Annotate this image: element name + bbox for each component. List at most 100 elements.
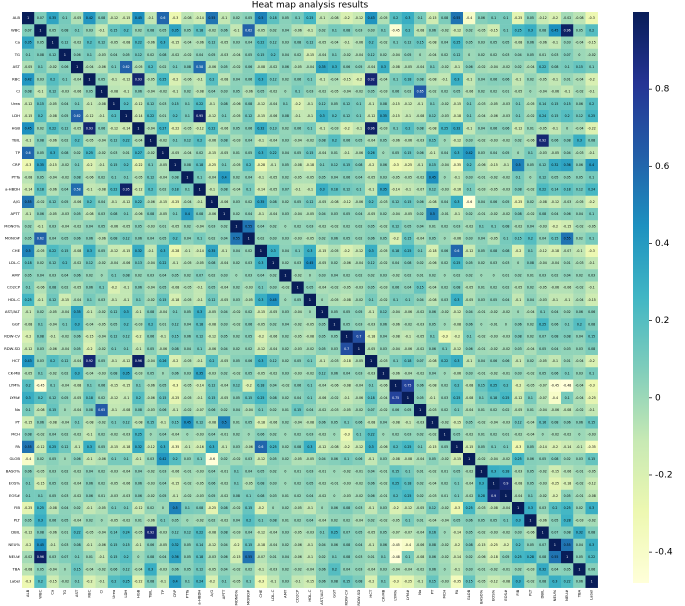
cell-label: -0.15 (110, 445, 118, 449)
heat-cell (475, 24, 488, 37)
cell-label: 0.3 (491, 469, 496, 473)
heat-cell (95, 36, 108, 49)
heat-cell (401, 24, 415, 37)
cell-label: -0.12 (453, 347, 461, 351)
cell-label: 0.04 (233, 77, 240, 81)
cell-label: 0.05 (380, 531, 387, 535)
cell-label: -0.05 (379, 249, 387, 253)
cell-label: -0.25 (208, 506, 216, 510)
cell-label: -0.12 (110, 126, 118, 130)
cell-label: -0.3 (258, 580, 264, 584)
heat-cell (156, 12, 170, 25)
cell-label: 0.22 (135, 200, 142, 204)
cell-label: -0.04 (171, 433, 179, 437)
cell-label: -0.06 (477, 163, 485, 167)
cell-label: -0.12 (147, 445, 155, 449)
cell-label: -0.2 (503, 543, 509, 547)
cell-label: -0.06 (98, 457, 106, 461)
cell-label: -0.18 (490, 555, 498, 559)
cell-label: -0.01 (477, 347, 485, 351)
cell-label: -0.04 (379, 77, 387, 81)
cell-label: 0.12 (539, 175, 546, 179)
cell-label: 0.05 (502, 151, 509, 155)
cell-label: -0.02 (526, 114, 534, 118)
cell-label: -0.03 (61, 212, 69, 216)
colorbar-tick-label: -0.2 (655, 470, 673, 480)
cell-label: -0.03 (367, 371, 375, 375)
cell-label: -0.04 (98, 531, 106, 535)
cell-label: 0 (101, 273, 103, 277)
cell-label: -0.03 (110, 494, 118, 498)
cell-label: -0.04 (367, 65, 375, 69)
cell-label: -0.05 (220, 151, 228, 155)
cell-label: -0.02 (465, 224, 473, 228)
cell-label: -0.1 (172, 261, 178, 265)
heat-cell (450, 24, 464, 37)
heat-cell (181, 48, 194, 62)
cell-label: 0.12 (404, 41, 411, 45)
cell-label: -0.02 (98, 347, 106, 351)
cell-label: -0.05 (49, 310, 57, 314)
cell-label: -0.1 (99, 163, 105, 167)
cell-label: 0.15 (159, 396, 166, 400)
cell-label: 0.05 (159, 286, 166, 290)
cell-label: 0.1 (565, 322, 570, 326)
heat-cell (389, 73, 402, 86)
cell-label: 0.08 (490, 249, 497, 253)
cell-label: -0.04 (392, 347, 400, 351)
cell-label: -0.2 (344, 249, 350, 253)
cell-label: -0.07 (196, 408, 204, 412)
heat-cell (414, 24, 427, 37)
cell-label: 0.04 (61, 273, 68, 277)
cell-label: -0.2 (552, 16, 558, 20)
cell-label: -0.04 (575, 359, 583, 363)
cell-label: 0.12 (576, 114, 583, 118)
y-tick-label: HCT (12, 358, 21, 363)
cell-label: 0.08 (257, 494, 264, 498)
cell-label: -0.22 (134, 580, 142, 584)
heat-cell (120, 97, 133, 111)
cell-label: -0.1 (454, 212, 460, 216)
cell-label: -0.1 (99, 28, 105, 32)
cell-label: -0.05 (526, 384, 534, 388)
cell-label: 0.1 (111, 347, 116, 351)
cell-label: -0.1 (405, 420, 411, 424)
cell-label: -0.03 (502, 102, 510, 106)
cell-label: -0.02 (575, 90, 583, 94)
cell-label: 0.08 (355, 580, 362, 584)
cell-label: -0.05 (318, 200, 326, 204)
cell-label: -0.08 (73, 384, 81, 388)
heat-cell (316, 48, 329, 62)
cell-label: 0.05 (490, 41, 497, 45)
cell-label: 0.06 (429, 555, 436, 559)
cell-label: 0.03 (159, 102, 166, 106)
cell-label: 0.1 (332, 555, 337, 559)
cell-label: 0.08 (429, 543, 436, 547)
cell-label: -0.04 (355, 518, 363, 522)
cell-label: 0.04 (319, 543, 326, 547)
cell-label: 0.05 (453, 433, 460, 437)
cell-label: 0.1 (197, 347, 202, 351)
cell-label: -0.05 (85, 139, 93, 143)
cell-label: 0.12 (392, 224, 399, 228)
y-tick-label: ALB (13, 15, 21, 20)
cell-label: 0.3 (454, 359, 459, 363)
cell-label: 0.08 (527, 261, 534, 265)
cell-label: 0.15 (417, 286, 424, 290)
cell-label: -0.06 (220, 126, 228, 130)
cell-label: 0.55 (25, 200, 32, 204)
cell-label: -0.02 (477, 139, 485, 143)
cell-label: 0.04 (319, 212, 326, 216)
cell-label: 0.25 (502, 396, 509, 400)
cell-label: 0.3 (258, 151, 263, 155)
cell-label: 0.1 (589, 175, 594, 179)
cell-label: 0.05 (502, 41, 509, 45)
cell-label: 0.05 (184, 310, 191, 314)
cell-label: 0.02 (233, 175, 240, 179)
cell-label: -0.05 (245, 298, 253, 302)
x-tick-label: HCT (368, 589, 373, 598)
cell-label: -0.04 (441, 163, 449, 167)
cell-label: 0.08 (233, 494, 240, 498)
cell-label: 0.3 (369, 249, 374, 253)
cell-label: 0.08 (208, 261, 215, 265)
